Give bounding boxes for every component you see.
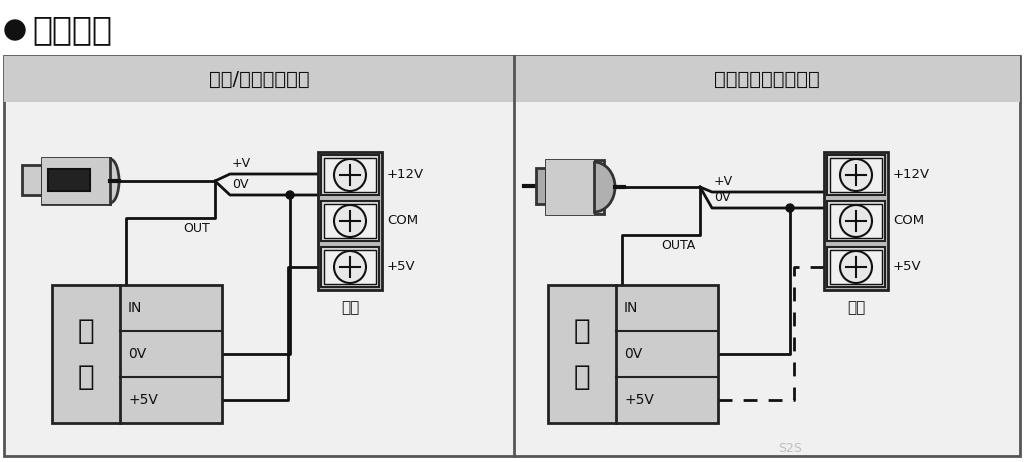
Text: 0V: 0V <box>714 191 730 204</box>
Bar <box>827 155 885 195</box>
Bar <box>536 168 546 204</box>
Text: 仪: 仪 <box>573 316 590 345</box>
Bar <box>324 204 376 238</box>
Bar <box>321 201 379 241</box>
Bar <box>42 158 110 204</box>
Text: +12V: +12V <box>893 169 930 182</box>
Text: 表: 表 <box>573 364 590 391</box>
Ellipse shape <box>101 159 119 203</box>
Text: OUTA: OUTA <box>660 239 695 252</box>
Text: +V: +V <box>232 157 251 170</box>
Text: 0V: 0V <box>128 347 146 361</box>
Bar <box>830 158 882 192</box>
Circle shape <box>5 20 25 40</box>
Bar <box>827 247 885 287</box>
Bar <box>22 165 42 195</box>
Bar <box>4 56 1020 456</box>
Bar <box>52 285 222 423</box>
Text: 连线图例: 连线图例 <box>32 13 112 47</box>
Text: 接近/光电开关输入: 接近/光电开关输入 <box>209 69 309 89</box>
Circle shape <box>840 205 872 237</box>
Text: COM: COM <box>387 214 418 227</box>
Bar <box>42 158 111 204</box>
Text: 电源: 电源 <box>341 300 359 316</box>
Circle shape <box>840 159 872 191</box>
Bar <box>514 56 1020 102</box>
Circle shape <box>334 251 366 283</box>
Bar <box>548 285 718 423</box>
Bar <box>321 155 379 195</box>
Text: +12V: +12V <box>387 169 424 182</box>
Text: 0V: 0V <box>232 178 249 191</box>
Bar <box>546 160 604 214</box>
Bar <box>4 56 514 102</box>
Bar <box>48 169 90 191</box>
Text: IN: IN <box>624 301 638 315</box>
Text: +5V: +5V <box>624 393 654 407</box>
Text: 表: 表 <box>78 364 94 391</box>
Circle shape <box>286 191 294 199</box>
Bar <box>827 201 885 241</box>
Circle shape <box>334 205 366 237</box>
Bar <box>324 158 376 192</box>
Text: +V: +V <box>714 175 733 188</box>
Bar <box>546 160 594 215</box>
Text: IN: IN <box>128 301 142 315</box>
Text: 电源: 电源 <box>847 300 865 316</box>
Bar <box>321 247 379 287</box>
Ellipse shape <box>573 162 615 212</box>
Text: 0V: 0V <box>624 347 642 361</box>
Circle shape <box>840 251 872 283</box>
Text: S2S: S2S <box>778 442 802 455</box>
Text: +5V: +5V <box>893 261 922 274</box>
Bar <box>324 250 376 284</box>
Text: COM: COM <box>893 214 924 227</box>
Circle shape <box>786 204 794 212</box>
Text: 旋转编码器信号输入: 旋转编码器信号输入 <box>714 69 820 89</box>
Text: 仪: 仪 <box>78 316 94 345</box>
Bar <box>830 250 882 284</box>
Text: +5V: +5V <box>128 393 158 407</box>
Bar <box>830 204 882 238</box>
Circle shape <box>334 159 366 191</box>
Text: OUT: OUT <box>183 222 210 235</box>
Bar <box>318 152 382 290</box>
Bar <box>824 152 888 290</box>
Text: +5V: +5V <box>387 261 416 274</box>
